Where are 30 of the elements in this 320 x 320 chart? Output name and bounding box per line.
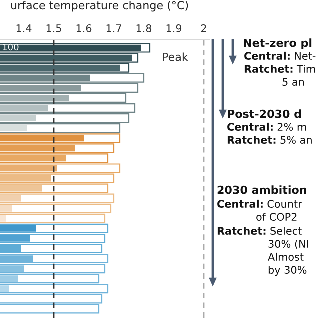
text: Central: xyxy=(218,200,263,208)
text: 2030 ambition xyxy=(218,186,306,194)
text: of COP2 xyxy=(256,212,297,222)
text: 30% (NI xyxy=(268,240,308,250)
text: Net- xyxy=(295,52,316,60)
x-tick-label: 1.5 xyxy=(46,24,62,32)
x-tick-label: 1.6 xyxy=(76,24,92,32)
text: Post-2030 d xyxy=(228,110,302,118)
series-label: 100 xyxy=(3,44,19,51)
text: Tim xyxy=(296,64,316,73)
text: Ratchet: xyxy=(218,226,266,236)
text: 5 an xyxy=(282,78,304,86)
text: 5% an xyxy=(280,136,312,144)
x-tick-label: 1.7 xyxy=(106,24,122,32)
text: Net-zero pl xyxy=(244,38,312,50)
x-tick-label: 2 xyxy=(201,24,206,32)
x-axis-title: urface temperature change (°C) xyxy=(11,0,188,12)
text: Almost xyxy=(268,252,304,262)
text: Ratchet: xyxy=(244,64,293,74)
text: Ratchet: xyxy=(228,136,276,144)
series-label: Peak xyxy=(163,52,188,62)
x-tick-label: 1.8 xyxy=(136,24,152,32)
text: Countr xyxy=(268,200,302,208)
text: 2% m xyxy=(278,123,306,132)
text: Select xyxy=(270,226,302,236)
text: Central: xyxy=(244,52,290,60)
x-tick-label: 1.9 xyxy=(166,24,182,32)
x-tick-label: 1.4 xyxy=(16,24,32,32)
text: by 30% xyxy=(268,266,307,276)
text: Central: xyxy=(228,122,273,132)
